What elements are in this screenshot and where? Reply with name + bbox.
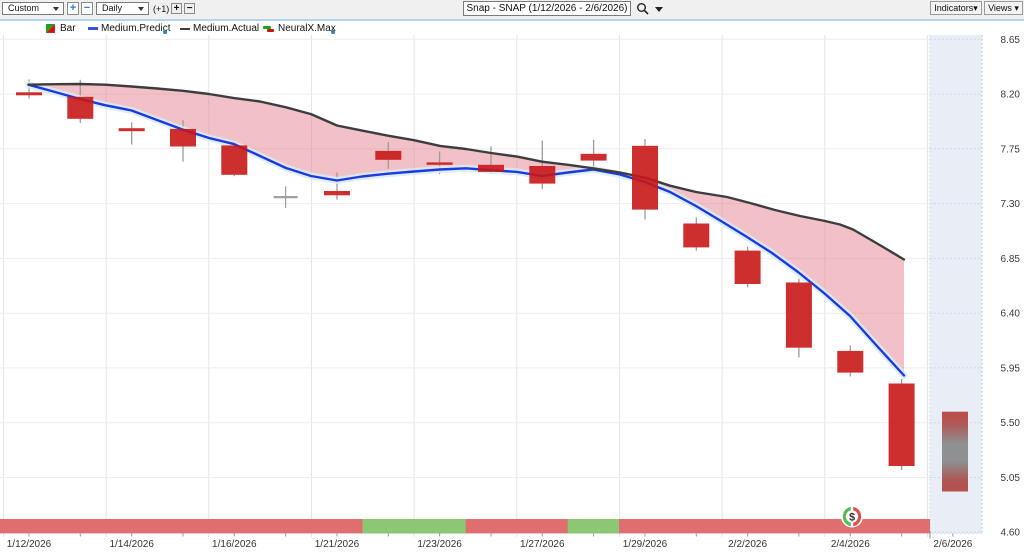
svg-text:$: $ [849, 512, 855, 524]
svg-text:1/12/2026: 1/12/2026 [7, 539, 52, 550]
svg-text:1/27/2026: 1/27/2026 [520, 539, 565, 550]
svg-text:1/29/2026: 1/29/2026 [623, 539, 668, 550]
svg-text:8.20: 8.20 [1001, 90, 1021, 101]
svg-text:7.75: 7.75 [1001, 144, 1021, 155]
svg-text:1/21/2026: 1/21/2026 [315, 539, 360, 550]
svg-text:4.60: 4.60 [1001, 528, 1021, 539]
svg-text:6.40: 6.40 [1001, 309, 1021, 320]
svg-text:5.05: 5.05 [1001, 473, 1021, 484]
svg-text:2/4/2026: 2/4/2026 [831, 539, 870, 550]
svg-text:6.85: 6.85 [1001, 254, 1021, 265]
svg-text:8.65: 8.65 [1001, 35, 1021, 46]
svg-text:7.30: 7.30 [1001, 199, 1021, 210]
svg-text:2/2/2026: 2/2/2026 [728, 539, 767, 550]
svg-text:1/16/2026: 1/16/2026 [212, 539, 257, 550]
svg-text:1/23/2026: 1/23/2026 [417, 539, 462, 550]
svg-text:2/6/2026: 2/6/2026 [933, 539, 972, 550]
svg-text:5.50: 5.50 [1001, 418, 1021, 429]
svg-text:1/14/2026: 1/14/2026 [109, 539, 154, 550]
svg-text:5.95: 5.95 [1001, 363, 1021, 374]
